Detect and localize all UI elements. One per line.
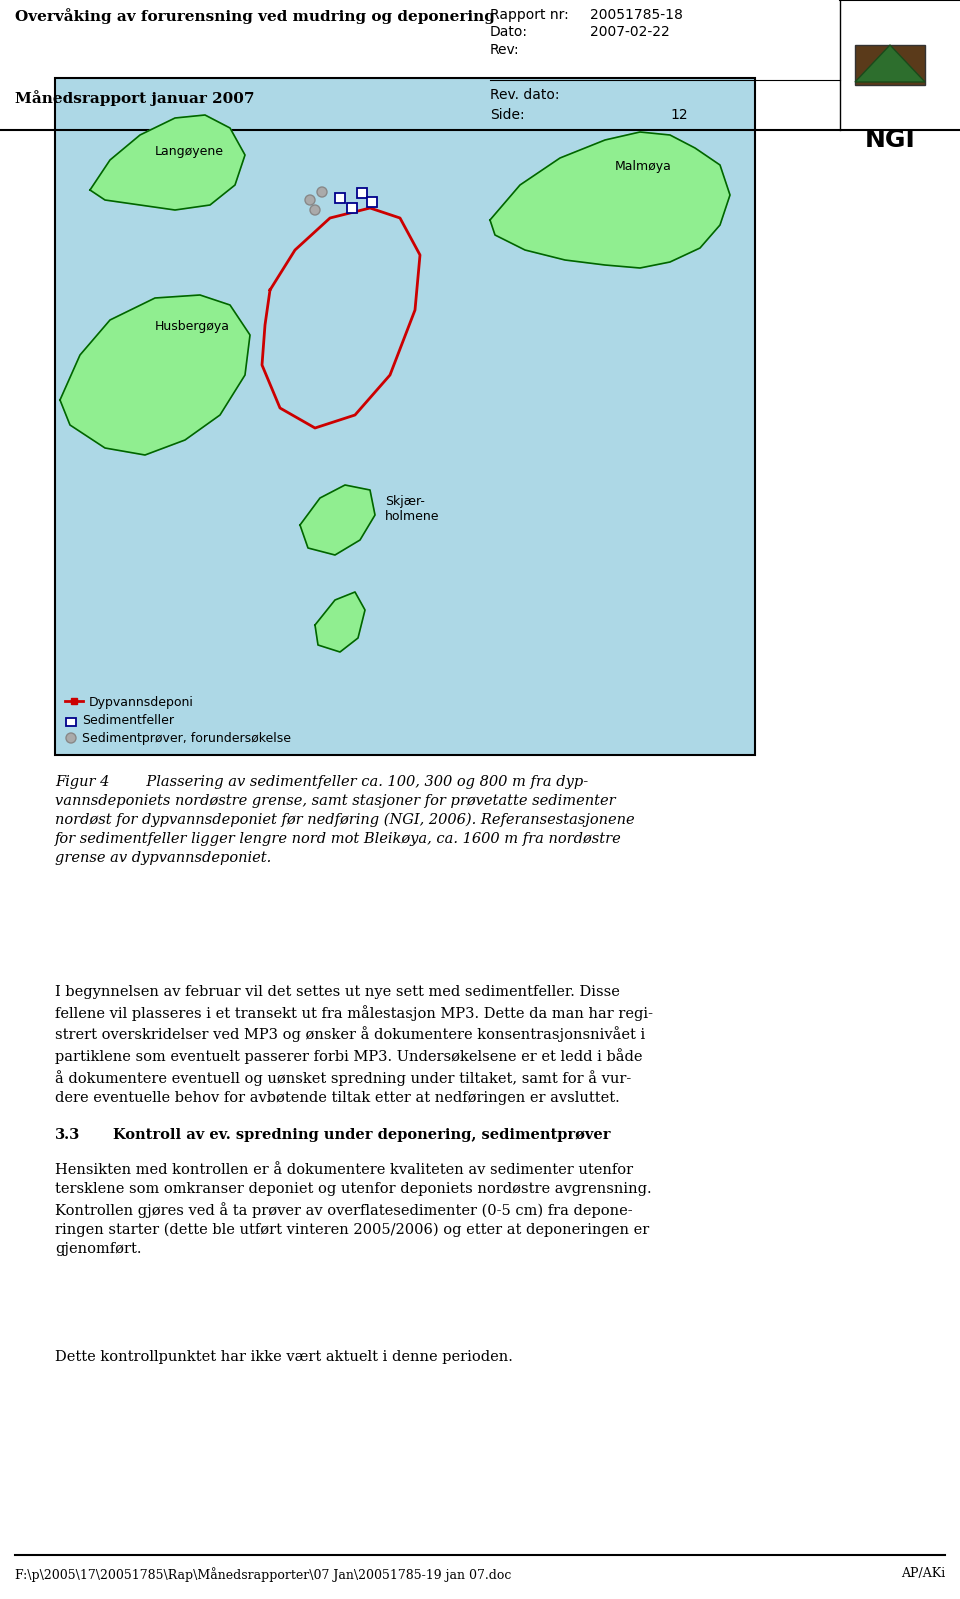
Bar	[357, 189, 367, 198]
Text: 3.3: 3.3	[55, 1127, 81, 1142]
Bar	[347, 203, 357, 213]
Text: Sedimentprøver, forundersøkelse: Sedimentprøver, forundersøkelse	[82, 732, 291, 745]
Text: I begynnelsen av februar vil det settes ut nye sett med sedimentfeller. Disse
fe: I begynnelsen av februar vil det settes …	[55, 985, 653, 1105]
Text: Dypvannsdeponi: Dypvannsdeponi	[89, 696, 194, 708]
Text: Side:: Side:	[490, 109, 524, 122]
Bar	[66, 718, 76, 726]
Text: AP/AKi: AP/AKi	[900, 1567, 945, 1580]
Text: Sedimentfeller: Sedimentfeller	[82, 715, 174, 728]
Text: Skjær-
holmene: Skjær- holmene	[385, 496, 440, 523]
Polygon shape	[855, 45, 925, 82]
Text: Husbergøya: Husbergøya	[155, 320, 230, 333]
Polygon shape	[60, 294, 250, 456]
Text: Rev:: Rev:	[490, 43, 519, 58]
Bar	[335, 193, 345, 203]
Text: NGI: NGI	[865, 128, 916, 152]
Circle shape	[310, 205, 320, 214]
Text: 12: 12	[670, 109, 687, 122]
Text: Dette kontrollpunktet har ikke vært aktuelt i denne perioden.: Dette kontrollpunktet har ikke vært aktu…	[55, 1350, 513, 1364]
Text: F:\p\2005\17\20051785\Rap\Månedsrapporter\07 Jan\20051785-19 jan 07.doc: F:\p\2005\17\20051785\Rap\Månedsrapporte…	[15, 1567, 512, 1581]
Text: Månedsrapport januar 2007: Månedsrapport januar 2007	[15, 90, 254, 106]
Text: Rapport nr:: Rapport nr:	[490, 8, 568, 22]
Text: Rev. dato:: Rev. dato:	[490, 88, 560, 102]
Bar	[840, 0, 960, 130]
Circle shape	[66, 732, 76, 744]
Polygon shape	[90, 115, 245, 209]
Polygon shape	[315, 592, 365, 652]
Text: 2007-02-22: 2007-02-22	[590, 26, 670, 38]
Polygon shape	[300, 484, 375, 555]
Polygon shape	[490, 133, 730, 269]
Bar	[855, 45, 925, 85]
Text: 20051785-18: 20051785-18	[590, 8, 683, 22]
Text: Dato:: Dato:	[490, 26, 528, 38]
Text: Langøyene: Langøyene	[155, 146, 224, 158]
Bar	[367, 197, 377, 206]
Text: Kontroll av ev. spredning under deponering, sedimentprøver: Kontroll av ev. spredning under deponeri…	[113, 1127, 611, 1142]
Text: Hensikten med kontrollen er å dokumentere kvaliteten av sedimenter utenfor
tersk: Hensikten med kontrollen er å dokumenter…	[55, 1162, 652, 1257]
Circle shape	[317, 187, 327, 197]
Text: Overvåking av forurensning ved mudring og deponering: Overvåking av forurensning ved mudring o…	[15, 8, 494, 24]
Text: Figur 4        Plassering av sedimentfeller ca. 100, 300 og 800 m fra dyp-
vanns: Figur 4 Plassering av sedimentfeller ca.…	[55, 776, 635, 865]
Text: Malmøya: Malmøya	[615, 160, 672, 173]
Bar	[55, 78, 755, 755]
Circle shape	[305, 195, 315, 205]
